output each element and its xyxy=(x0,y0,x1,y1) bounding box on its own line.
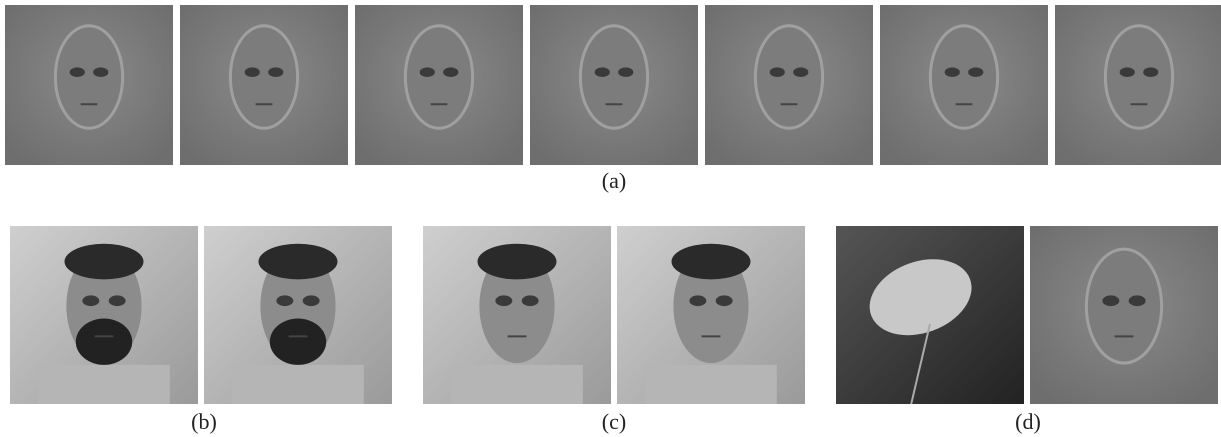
eye xyxy=(70,67,85,77)
head xyxy=(755,26,822,128)
beard xyxy=(270,319,326,365)
shoulders xyxy=(232,365,364,404)
image xyxy=(530,5,698,165)
beard xyxy=(76,319,132,365)
eye xyxy=(268,67,283,77)
caption: (a) xyxy=(602,168,626,193)
eye xyxy=(618,67,633,77)
image xyxy=(1055,5,1221,165)
caption: (b) xyxy=(191,409,217,434)
eye xyxy=(1129,295,1146,306)
eye xyxy=(1143,67,1158,77)
eye xyxy=(276,295,293,306)
eye xyxy=(82,295,99,306)
image xyxy=(204,226,392,404)
shoulders xyxy=(645,365,777,404)
eye xyxy=(495,295,512,306)
image xyxy=(10,226,198,404)
image xyxy=(355,5,523,165)
eye xyxy=(443,67,458,77)
eye xyxy=(945,67,960,77)
eye xyxy=(522,295,539,306)
head xyxy=(405,26,472,128)
eye xyxy=(109,295,126,306)
image xyxy=(180,5,348,165)
caption: (d) xyxy=(1015,409,1041,434)
hair xyxy=(672,244,751,280)
hair xyxy=(259,244,338,280)
hair xyxy=(65,244,144,280)
image xyxy=(1030,226,1218,404)
image-panels xyxy=(5,5,1221,404)
head xyxy=(230,26,297,128)
image xyxy=(5,5,173,165)
eye xyxy=(793,67,808,77)
image xyxy=(705,5,873,165)
eye xyxy=(1102,295,1119,306)
shoulders xyxy=(451,365,583,404)
eye xyxy=(1120,67,1135,77)
eye xyxy=(716,295,733,306)
eye xyxy=(303,295,320,306)
figure: (a) (b) (c) (d) xyxy=(0,0,1221,437)
eye xyxy=(770,67,785,77)
image xyxy=(836,226,1024,404)
eye xyxy=(689,295,706,306)
head xyxy=(930,26,997,128)
eye xyxy=(245,67,260,77)
head xyxy=(55,26,122,128)
image xyxy=(423,226,611,404)
eye xyxy=(93,67,108,77)
eye xyxy=(968,67,983,77)
head xyxy=(580,26,647,128)
shoulders xyxy=(38,365,170,404)
head xyxy=(1105,26,1172,128)
image xyxy=(880,5,1048,165)
head xyxy=(1086,249,1161,363)
caption: (c) xyxy=(602,409,626,434)
eye xyxy=(420,67,435,77)
eye xyxy=(595,67,610,77)
hair xyxy=(478,244,557,280)
image xyxy=(617,226,805,404)
